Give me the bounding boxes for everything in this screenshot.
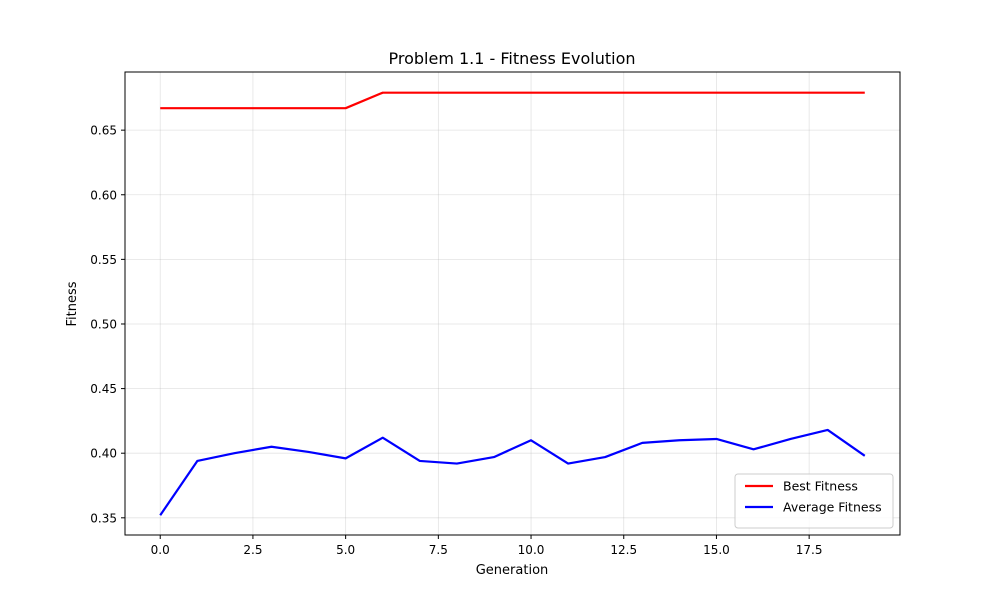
y-axis-label: Fitness [65,281,80,326]
y-axis-ticks: 0.35 0.40 0.45 0.50 0.55 0.60 0.65 [90,124,125,525]
y-tick-label: 0.50 [90,317,117,331]
legend: Best Fitness Average Fitness [734,473,894,529]
x-tick-label: 7.5 [429,543,448,557]
x-tick-label: 10.0 [518,543,545,557]
y-tick-label: 0.35 [90,511,117,525]
y-tick-label: 0.60 [90,188,117,202]
y-tick-label: 0.65 [90,124,117,138]
x-axis-ticks: 0.0 2.5 5.0 7.5 10.0 12.5 15.0 17.5 [151,535,823,557]
x-tick-label: 15.0 [703,543,730,557]
grid-lines [125,72,900,535]
plot-frame [124,71,901,536]
x-tick-label: 12.5 [610,543,637,557]
chart-title: Problem 1.1 - Fitness Evolution [389,49,636,68]
y-tick-label: 0.55 [90,253,117,267]
y-tick-label: 0.45 [90,382,117,396]
x-axis-label: Generation [476,563,549,578]
legend-box [734,473,894,529]
series-line-average-fitness [159,428,866,516]
legend-label-best-fitness: Best Fitness [783,479,858,494]
x-tick-label: 5.0 [336,543,355,557]
x-tick-label: 0.0 [151,543,170,557]
x-tick-label: 17.5 [796,543,823,557]
x-tick-label: 2.5 [243,543,262,557]
legend-label-average-fitness: Average Fitness [783,500,882,515]
y-tick-label: 0.40 [90,447,117,461]
series-line-best-fitness [160,91,865,110]
series-lines [159,91,866,516]
